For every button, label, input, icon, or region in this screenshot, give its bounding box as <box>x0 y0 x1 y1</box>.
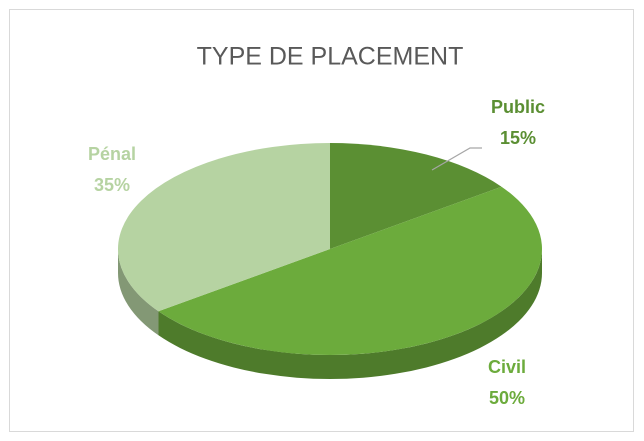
slice <box>158 186 542 356</box>
slice <box>330 143 502 249</box>
slice <box>118 143 330 312</box>
slice-label: Civil <box>488 357 526 377</box>
leader-line <box>431 147 482 171</box>
slice-side <box>158 249 542 379</box>
slice-value-label: 35% <box>94 175 130 195</box>
chart-title: TYPE DE PLACEMENT <box>197 43 464 71</box>
slice-value-label: 50% <box>489 388 525 408</box>
slice-label: Public <box>491 97 545 117</box>
slice-side <box>118 249 159 336</box>
slice-label: Pénal <box>88 144 136 164</box>
slice-value-label: 15% <box>500 128 536 148</box>
